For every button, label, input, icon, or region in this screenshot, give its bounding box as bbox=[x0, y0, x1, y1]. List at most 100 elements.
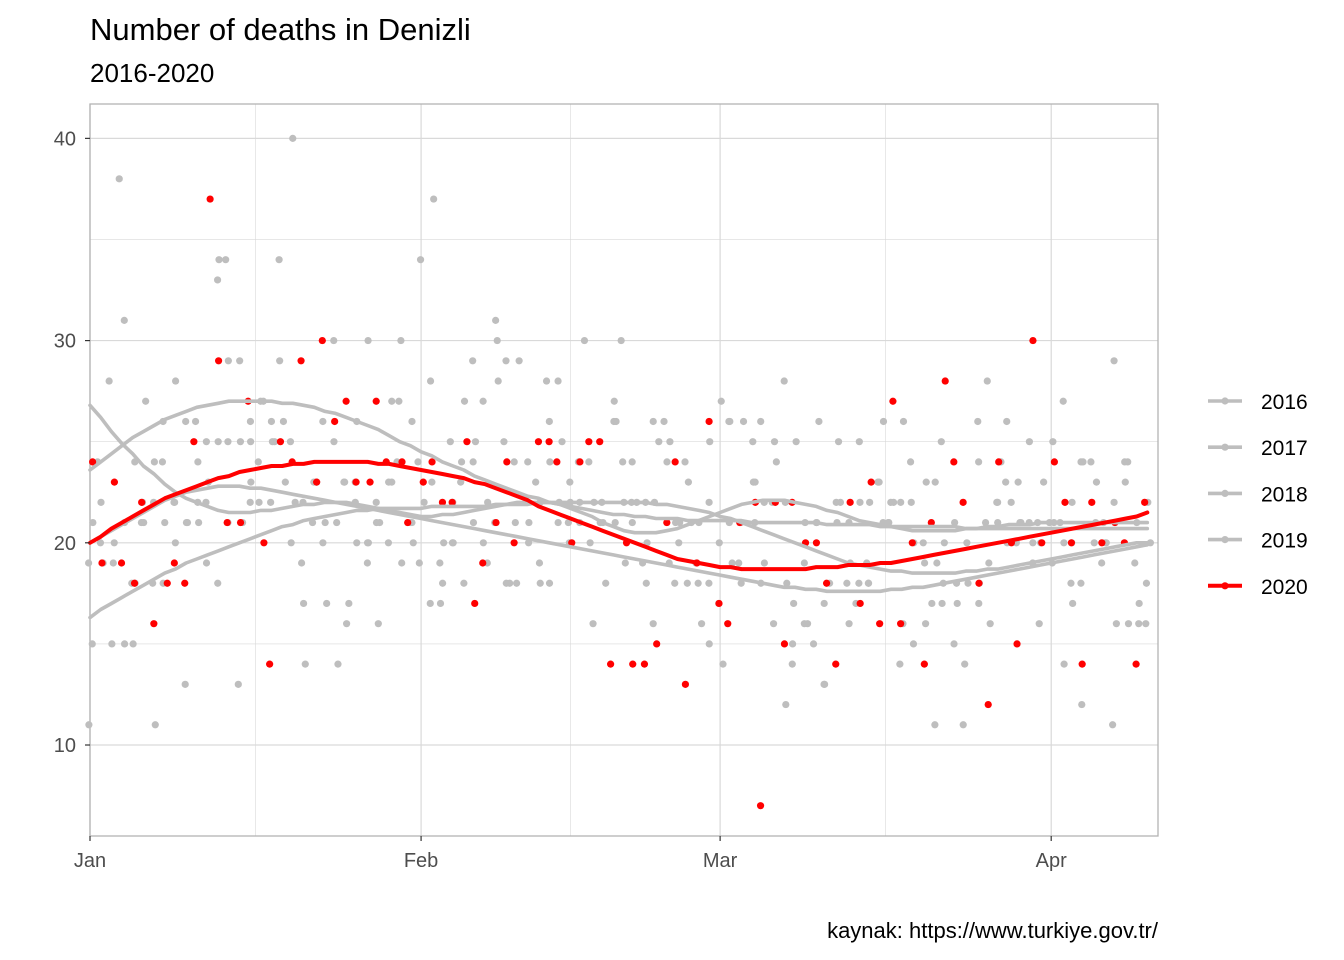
point-2020 bbox=[1050, 458, 1059, 466]
point-2018 bbox=[809, 640, 818, 648]
point-2019 bbox=[820, 599, 828, 608]
point-2017 bbox=[416, 256, 425, 264]
point-2019 bbox=[353, 539, 361, 547]
point-2018 bbox=[479, 539, 487, 547]
point-2020 bbox=[950, 458, 958, 466]
point-2020 bbox=[908, 539, 916, 547]
point-2020 bbox=[724, 620, 732, 628]
point-2018 bbox=[975, 599, 983, 608]
point-2018 bbox=[502, 357, 510, 365]
point-2020 bbox=[832, 660, 840, 668]
point-2018 bbox=[705, 640, 713, 648]
point-2017 bbox=[1109, 721, 1117, 729]
point-2016 bbox=[937, 438, 945, 446]
point-2020 bbox=[372, 397, 380, 405]
point-2020 bbox=[640, 660, 649, 668]
point-2016 bbox=[1077, 579, 1085, 587]
point-2017 bbox=[1059, 397, 1067, 405]
point-2017 bbox=[1135, 599, 1143, 608]
point-2016 bbox=[343, 620, 351, 628]
point-2019 bbox=[864, 579, 872, 587]
point-2017 bbox=[899, 417, 908, 426]
point-2016 bbox=[628, 458, 636, 466]
point-2016 bbox=[1069, 599, 1077, 608]
point-2020 bbox=[553, 458, 561, 466]
point-2019 bbox=[705, 579, 713, 587]
smooth-line-2017 bbox=[88, 484, 1150, 594]
point-2017 bbox=[1121, 478, 1129, 486]
point-2020 bbox=[170, 559, 178, 567]
point-2020 bbox=[1132, 660, 1140, 668]
point-2017 bbox=[554, 377, 562, 385]
point-2020 bbox=[1088, 498, 1096, 506]
point-2019 bbox=[364, 336, 372, 345]
point-2019 bbox=[1112, 620, 1120, 628]
point-2020 bbox=[812, 539, 821, 547]
point-2016 bbox=[649, 417, 657, 426]
point-2017 bbox=[815, 417, 823, 426]
point-2017 bbox=[194, 458, 202, 466]
point-2020 bbox=[534, 438, 543, 446]
point-2017 bbox=[585, 458, 593, 466]
point-2019 bbox=[398, 559, 406, 567]
point-2019 bbox=[897, 498, 905, 506]
point-2017 bbox=[97, 498, 105, 506]
point-2016 bbox=[906, 458, 915, 466]
point-2018 bbox=[236, 357, 244, 365]
point-2018 bbox=[1002, 478, 1010, 486]
point-2016 bbox=[564, 518, 572, 527]
point-2018 bbox=[439, 579, 447, 587]
point-2018 bbox=[397, 336, 405, 345]
point-2017 bbox=[388, 397, 396, 405]
point-2017 bbox=[1068, 498, 1076, 506]
point-2016 bbox=[963, 539, 971, 547]
point-2016 bbox=[545, 579, 554, 587]
point-2018 bbox=[554, 518, 562, 527]
point-2020 bbox=[276, 438, 285, 446]
point-2018 bbox=[660, 417, 668, 426]
point-2017 bbox=[224, 357, 232, 365]
point-2017 bbox=[953, 599, 961, 608]
point-2018 bbox=[191, 417, 200, 426]
point-2017 bbox=[866, 498, 874, 506]
legend-key-point bbox=[1221, 397, 1229, 405]
point-2018 bbox=[286, 438, 295, 446]
x-tick-label: Feb bbox=[404, 850, 438, 872]
y-tick-label: 30 bbox=[54, 331, 76, 353]
point-2020 bbox=[984, 700, 992, 709]
point-2018 bbox=[920, 559, 929, 567]
point-2020 bbox=[545, 438, 553, 446]
point-2018 bbox=[1025, 438, 1033, 446]
point-2016 bbox=[171, 377, 180, 385]
point-2016 bbox=[469, 458, 477, 466]
point-2020 bbox=[1029, 336, 1037, 345]
point-2020 bbox=[352, 478, 360, 486]
point-2019 bbox=[510, 458, 518, 466]
point-2018 bbox=[85, 559, 93, 567]
point-2017 bbox=[446, 438, 454, 446]
point-2018 bbox=[493, 336, 501, 345]
point-2019 bbox=[1035, 620, 1043, 628]
point-2018 bbox=[959, 721, 967, 729]
point-2017 bbox=[974, 417, 982, 426]
point-2016 bbox=[330, 438, 338, 446]
point-2019 bbox=[874, 478, 882, 486]
point-2016 bbox=[426, 377, 435, 385]
point-2017 bbox=[500, 438, 508, 446]
point-2016 bbox=[843, 579, 851, 587]
point-2019 bbox=[735, 559, 743, 567]
point-2018 bbox=[426, 599, 434, 608]
point-2020 bbox=[438, 498, 447, 506]
point-2020 bbox=[681, 680, 690, 688]
point-2017 bbox=[792, 438, 800, 446]
point-2019 bbox=[182, 417, 190, 426]
point-2018 bbox=[414, 458, 422, 466]
point-2017 bbox=[757, 417, 765, 426]
point-2020 bbox=[927, 518, 935, 527]
point-2016 bbox=[494, 377, 502, 385]
point-2019 bbox=[222, 256, 230, 264]
point-2019 bbox=[376, 518, 384, 527]
point-2020 bbox=[342, 397, 350, 405]
point-2016 bbox=[1087, 458, 1095, 466]
